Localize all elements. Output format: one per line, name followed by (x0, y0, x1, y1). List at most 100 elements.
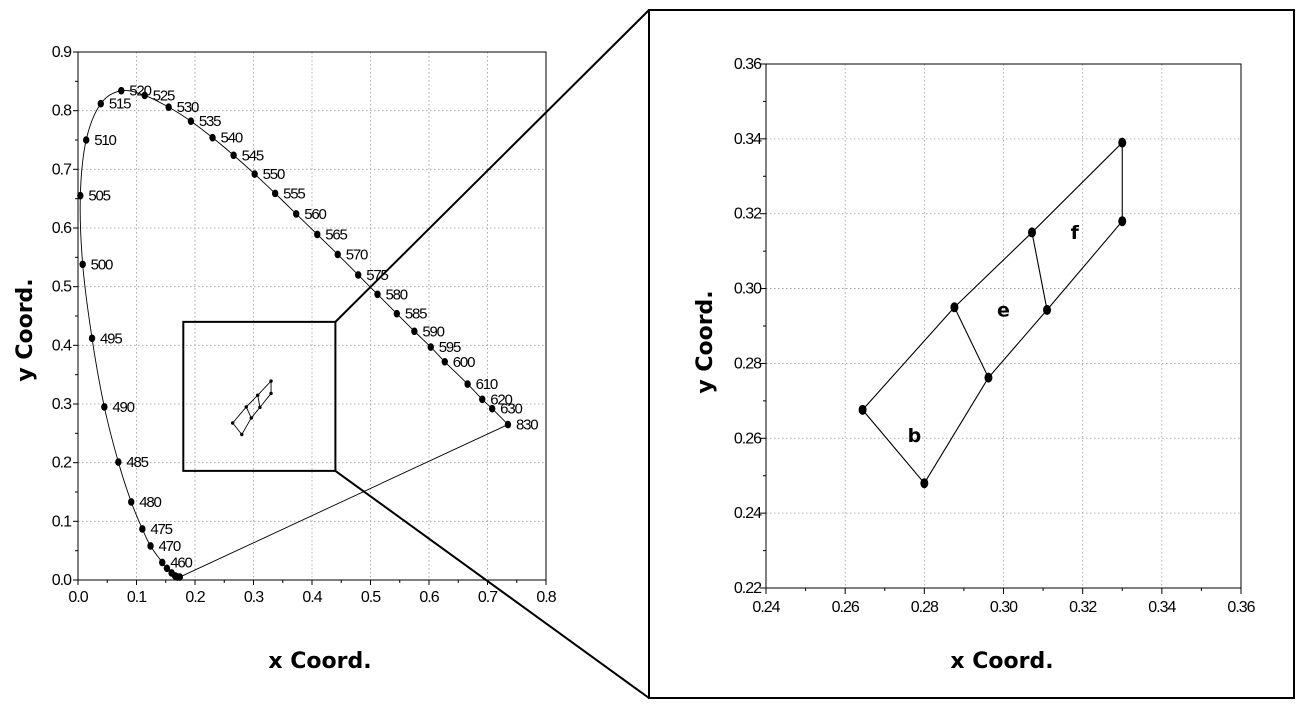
y-tick-label: 0.0 (52, 572, 72, 589)
locus-point (147, 542, 154, 550)
left-chromaticity-plot: 0.0 0.1 0.2 0.3 0.4 0.5 0.6 0.7 0.8 0.0 0.1 0.2 0.3 0… (13, 44, 558, 674)
locus-point (165, 103, 172, 111)
y-tick-label: 0.22 (734, 580, 762, 597)
region-divider (1031, 232, 1048, 311)
region-vertex-point (1118, 137, 1127, 148)
x-tick-label: 0.5 (361, 589, 381, 606)
locus-point (427, 343, 434, 351)
wavelength-label: 525 (153, 87, 175, 104)
wavelength-label: 600 (453, 354, 475, 371)
wavelength-label: 475 (150, 521, 172, 538)
y-axis-title: y Coord. (13, 278, 38, 381)
x-tick-label: 0.34 (1148, 599, 1176, 616)
region-vertex-point (858, 404, 867, 415)
wavelength-label: 485 (126, 454, 148, 471)
x-tick-label: 0.2 (185, 589, 205, 606)
locus-point (97, 99, 105, 108)
regions-outline (232, 379, 272, 436)
locus-point (251, 170, 258, 178)
y-tick-label: 0.3 (52, 396, 72, 413)
region-vertex-point (269, 379, 273, 383)
y-tick-label: 0.26 (734, 430, 762, 447)
y-tick-label: 0.2 (52, 455, 72, 472)
region-vertex-point (984, 372, 993, 383)
locus-point (82, 136, 90, 144)
wavelength-label: 570 (346, 246, 368, 263)
wavelength-label: 500 (91, 256, 113, 273)
region-vertex-point (269, 391, 273, 396)
y-tick-label: 0.6 (52, 220, 72, 237)
locus-point (128, 498, 135, 506)
region-vertex-point (249, 416, 253, 420)
x-axis-title: x Coord. (950, 649, 1053, 674)
zoom-connector-top (334, 9, 650, 323)
locus-point (504, 420, 512, 429)
wavelength-label: 530 (177, 99, 199, 116)
y-tick-label: 0.36 (734, 56, 762, 73)
region-vertex-point (1028, 227, 1036, 238)
locus-point (479, 395, 486, 404)
locus-point (314, 230, 321, 239)
locus-point (271, 189, 279, 198)
locus-point (209, 133, 216, 142)
locus-point (115, 458, 122, 466)
locus-point (176, 573, 183, 581)
wavelength-label: 470 (159, 538, 181, 555)
y-tick-label: 0.8 (52, 103, 72, 120)
wavelength-label: 560 (304, 206, 326, 223)
y-tick-label: 0.32 (734, 206, 762, 223)
locus-point (393, 309, 401, 318)
wavelength-label: 520 (129, 83, 151, 100)
locus-point (163, 564, 171, 573)
wavelength-label: 585 (405, 306, 427, 323)
wavelength-label: 550 (263, 166, 285, 183)
region-vertex-point (1118, 216, 1127, 227)
region-vertex-point (240, 432, 244, 437)
x-tick-label: 0.6 (419, 589, 439, 606)
y-tick-label: 0.1 (52, 513, 72, 530)
region-divider (257, 395, 261, 408)
wavelength-label: 480 (139, 494, 161, 511)
locus-point (139, 525, 146, 533)
wavelength-label: 595 (439, 339, 461, 356)
x-tick-label: 0.28 (911, 599, 939, 616)
region-vertex-point (950, 302, 959, 313)
locus-point (118, 86, 125, 95)
wavelength-label: 535 (199, 113, 221, 130)
wavelength-label: 620 (490, 391, 512, 408)
x-tick-label: 0.3 (244, 589, 264, 606)
x-tick-label: 0.36 (1227, 599, 1255, 616)
zoom-connector-bottom (334, 470, 650, 699)
region-label-e: e (997, 300, 1010, 322)
y-tick-label: 0.24 (734, 505, 762, 522)
locus-point (77, 191, 84, 200)
region-divider (245, 406, 252, 419)
wavelength-label: 515 (109, 96, 131, 113)
locus-point (88, 334, 96, 343)
wavelength-label: 495 (100, 330, 122, 347)
locus-point (230, 151, 237, 160)
region-vertex-point (258, 405, 262, 410)
wavelength-label: 510 (94, 132, 116, 149)
locus-point (159, 558, 166, 567)
y-tick-label: 0.34 (734, 131, 762, 148)
locus-point (464, 380, 471, 388)
region-vertex-point (244, 405, 248, 409)
locus-point (101, 403, 108, 411)
locus-point (141, 91, 148, 100)
wavelength-label: 505 (88, 188, 110, 205)
locus-point (293, 210, 300, 218)
wavelength-label: 580 (386, 286, 408, 303)
y-tick-label: 0.7 (52, 161, 72, 178)
wavelength-label: 630 (500, 401, 522, 418)
zoom-inset-frame (648, 9, 1295, 699)
x-tick-label: 0.7 (478, 589, 498, 606)
region-divider (953, 307, 989, 378)
x-tick-label: 0.4 (302, 589, 322, 606)
locus-point (441, 357, 448, 366)
wavelength-label: 830 (516, 417, 538, 434)
y-tick-label: 0.4 (52, 337, 72, 354)
zoom-connector-lines (334, 9, 650, 699)
locus-point (374, 290, 381, 299)
